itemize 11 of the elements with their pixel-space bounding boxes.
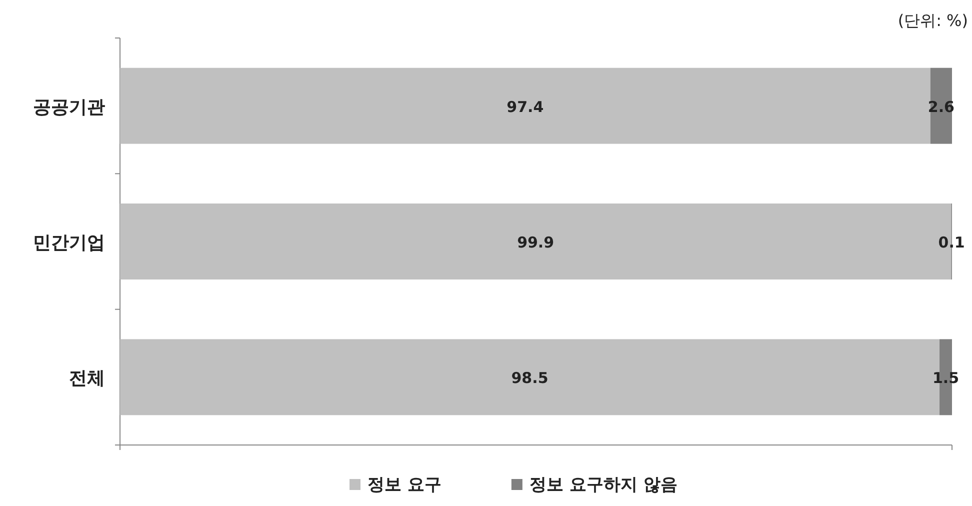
bar <box>120 68 930 144</box>
y-tick-label: 민간기업 <box>33 232 105 254</box>
y-tick-label: 공공기관 <box>33 96 105 118</box>
legend-label: 정보 요구 <box>368 475 442 495</box>
legend-label: 정보 요구하지 않음 <box>529 475 678 495</box>
data-label: 99.9 <box>517 234 554 252</box>
text: (단위: %) <box>898 11 968 30</box>
y-tick-label: 전체 <box>69 368 105 390</box>
data-label: 98.5 <box>511 369 548 388</box>
data-label: 97.4 <box>506 98 544 116</box>
data-label: 0.1 <box>938 234 965 252</box>
